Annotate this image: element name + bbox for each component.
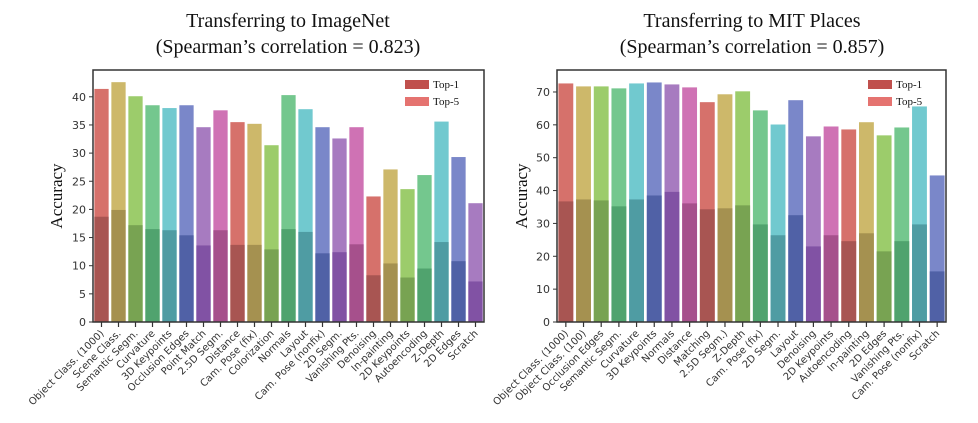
bar-top-1 [611, 206, 627, 322]
legend-label-top-1: Top-1 [896, 79, 922, 91]
bar-top-1 [264, 249, 279, 322]
y-tick-label: 10 [72, 260, 86, 273]
imagenet-chart: Transferring to ImageNet (Spearman’s cor… [27, 10, 485, 408]
bar-top-1 [434, 242, 449, 322]
bar-top-1 [876, 251, 892, 322]
bar-top-1 [349, 244, 364, 322]
bar-top-1 [162, 230, 177, 322]
bar-top-1 [94, 216, 109, 322]
bar-top-1 [281, 229, 296, 322]
bar-top-1 [315, 253, 330, 322]
y-tick-label: 70 [536, 86, 550, 99]
mit-places-chart: Transferring to MIT Places (Spearman’s c… [491, 10, 947, 408]
legend-label-top-5: Top-5 [433, 96, 460, 108]
legend: Top-1 Top-5 [405, 79, 460, 108]
bar-top-1 [823, 235, 839, 322]
bar-top-1 [383, 263, 398, 322]
bar-top-1 [894, 241, 910, 322]
chart-title: Transferring to ImageNet [186, 10, 390, 32]
bar-top-1 [841, 241, 857, 322]
bar-top-1 [859, 233, 874, 322]
bar-top-1 [929, 271, 945, 322]
bar-top-1 [682, 203, 698, 322]
bar-top-1 [111, 209, 126, 322]
bar-top-1 [145, 229, 160, 322]
y-tick-label: 5 [79, 288, 86, 301]
bar-top-1 [417, 268, 432, 322]
legend-swatch-top-5 [405, 97, 429, 106]
bar-top-1 [805, 246, 821, 322]
bar-top-1 [451, 261, 466, 322]
bar-top-1 [735, 205, 751, 322]
bar-top-1 [128, 225, 143, 322]
y-tick-label: 0 [543, 316, 550, 329]
y-tick-label: 30 [536, 217, 550, 230]
y-tick-label: 25 [72, 175, 86, 188]
y-tick-label: 20 [536, 250, 550, 263]
y-tick-label: 15 [72, 232, 86, 245]
y-tick-label: 50 [536, 152, 550, 165]
bar-top-1 [179, 235, 194, 322]
y-axis-label: Accuracy [47, 163, 66, 229]
y-tick-label: 30 [72, 147, 86, 160]
y-axis-label: Accuracy [512, 163, 531, 229]
y-tick-label: 10 [536, 283, 550, 296]
plot-frame [92, 69, 485, 323]
bar-top-1 [196, 245, 211, 322]
bar-top-1 [646, 195, 662, 322]
chart-title: Transferring to MIT Places [643, 10, 860, 32]
y-tick-label: 20 [72, 203, 86, 216]
bar-top-1 [788, 215, 804, 322]
bar-top-1 [558, 201, 574, 322]
legend: Top-1 Top-5 [868, 79, 923, 108]
legend-label-top-1: Top-1 [433, 79, 459, 91]
bar-top-1 [400, 277, 415, 322]
chart-subtitle: (Spearman’s correlation = 0.823) [156, 36, 421, 58]
bar-top-1 [576, 199, 591, 322]
bar-top-1 [213, 230, 228, 322]
bars [558, 82, 945, 323]
y-tick-label: 0 [79, 316, 86, 329]
bar-top-1 [298, 231, 313, 322]
bar-top-1 [629, 199, 644, 322]
legend-label-top-5: Top-5 [896, 96, 923, 108]
y-tick-label: 35 [72, 119, 86, 132]
bar-top-1 [230, 244, 245, 322]
bar-top-1 [912, 224, 927, 322]
bar-top-1 [699, 209, 715, 322]
legend-swatch-top-1 [868, 80, 892, 89]
bar-top-1 [593, 200, 609, 322]
legend-swatch-top-1 [405, 80, 429, 89]
legend-swatch-top-5 [868, 97, 892, 106]
y-tick-label: 40 [536, 185, 550, 198]
bars [94, 82, 483, 323]
bar-top-1 [717, 208, 733, 322]
bar-top-1 [752, 224, 768, 322]
bar-top-1 [770, 235, 786, 322]
y-tick-label: 40 [72, 91, 86, 104]
bar-top-1 [468, 281, 483, 322]
bar-top-1 [366, 275, 381, 322]
plot-frame [556, 69, 947, 323]
y-tick-label: 60 [536, 119, 550, 132]
bar-top-1 [247, 244, 262, 322]
bar-top-1 [664, 191, 680, 322]
bar-top-1 [332, 252, 347, 322]
chart-subtitle: (Spearman’s correlation = 0.857) [620, 36, 885, 58]
